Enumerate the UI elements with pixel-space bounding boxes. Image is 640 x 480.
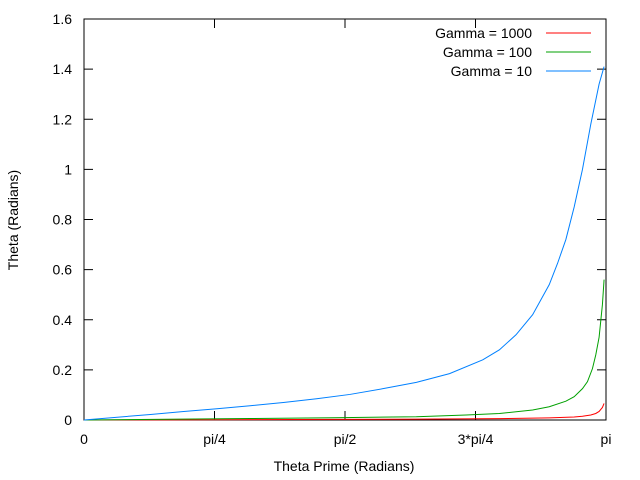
legend-label: Gamma = 100 (443, 44, 532, 60)
y-tick-label: 0.6 (53, 262, 73, 278)
y-tick-label: 0.2 (53, 362, 73, 378)
y-tick-label: 1.4 (53, 61, 73, 77)
series-line (83, 279, 605, 421)
plot-frame (83, 18, 607, 421)
x-tick-label: pi/2 (334, 431, 357, 447)
legend: Gamma = 1000 Gamma = 100 Gamma = 10 (435, 25, 591, 79)
x-axis-label: Theta Prime (Radians) (274, 458, 415, 474)
series-line (83, 403, 605, 421)
y-tick-label: 0.4 (53, 312, 73, 328)
y-tick-label: 1.6 (53, 11, 73, 27)
x-tick-labels: 0 pi/4 pi/2 3*pi/4 pi (80, 431, 611, 447)
x-tick-label: pi (601, 431, 612, 447)
y-tick-label: 1 (64, 161, 72, 177)
y-tick-label: 0 (64, 412, 72, 428)
series-line (83, 66, 605, 421)
y-tick-label: 1.2 (53, 111, 73, 127)
tick-marks (83, 18, 607, 421)
y-axis-label: Theta (Radians) (5, 170, 21, 270)
legend-label: Gamma = 1000 (435, 25, 532, 41)
y-tick-label: 0.8 (53, 212, 73, 228)
y-tick-labels: 0 0.2 0.4 0.6 0.8 1 1.2 1.4 1.6 (53, 11, 73, 428)
x-tick-label: 3*pi/4 (458, 431, 494, 447)
x-tick-label: 0 (80, 431, 88, 447)
x-tick-label: pi/4 (203, 431, 226, 447)
legend-label: Gamma = 10 (451, 63, 533, 79)
series-lines (83, 66, 605, 421)
